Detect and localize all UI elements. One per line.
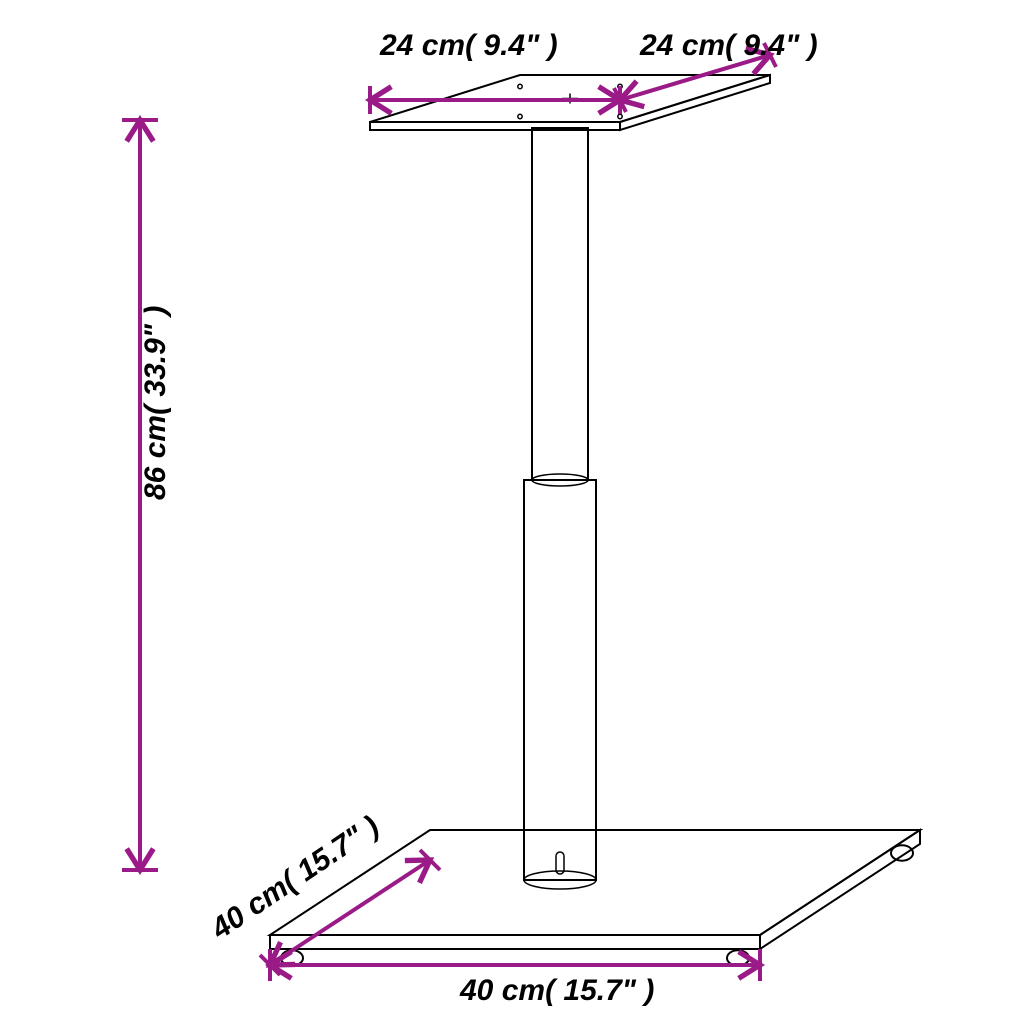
mount-hole	[618, 114, 622, 118]
base-front	[270, 935, 760, 949]
dimension-diagram: 86 cm( 33.9" ) 24 cm( 9.4" ) 24 cm( 9.4" )…	[0, 0, 1024, 1024]
pillar-upper	[532, 128, 588, 480]
dimension-annotations: 86 cm( 33.9" ) 24 cm( 9.4" ) 24 cm( 9.4" )…	[122, 29, 818, 1007]
foot	[891, 845, 913, 860]
mount-hole	[518, 84, 522, 88]
pillar-lower	[524, 480, 596, 880]
top-plate-side	[620, 75, 770, 130]
dimension-label: 40 cm( 15.7" )	[459, 974, 654, 1007]
dimension-label: 86 cm( 33.9" )	[139, 306, 172, 500]
mount-hole	[518, 114, 522, 118]
dimension-label: 24 cm( 9.4" )	[379, 29, 558, 62]
dimension-label: 24 cm( 9.4" )	[639, 29, 818, 62]
base-side	[760, 830, 920, 949]
